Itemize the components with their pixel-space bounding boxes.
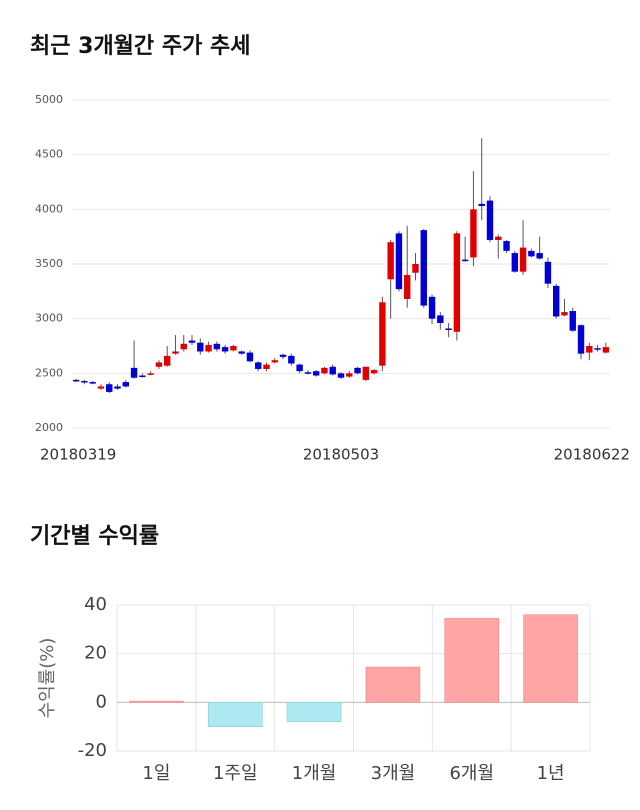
y-tick-label: 20 [84,643,107,664]
candle-body [72,379,80,382]
candle-body [495,236,502,240]
x-tick-label: 20180503 [303,446,379,464]
candle-body [486,200,494,240]
candle-body [172,351,179,354]
candle-body [437,315,444,324]
candle-body [296,364,303,372]
y-tick-label: 3000 [35,312,63,325]
y-tick-label: 2500 [35,366,63,379]
candle-body [428,296,436,319]
candle-body [139,375,146,378]
candle-body [197,342,204,352]
candle-body [81,380,88,383]
candle-body [461,259,469,262]
x-tick-label: 1일 [142,763,170,784]
candle-body [230,346,237,351]
candle-body [271,360,278,363]
candle-body [528,250,535,257]
candle-body [163,355,171,366]
candle-body [155,362,163,367]
bar [365,666,421,703]
candle-body [602,347,610,353]
y-tick-label: -20 [78,740,107,761]
x-tick-label: 3개월 [371,763,416,784]
candle-body [130,367,138,378]
x-tick-label: 6개월 [449,763,494,784]
candle-body [188,340,196,343]
candle-body [238,351,245,354]
y-tick-label: 0 [96,691,107,712]
y-tick-label: 5000 [35,93,63,106]
candle-body [288,355,295,364]
x-tick-label: 1개월 [292,763,337,784]
bar [523,614,578,703]
candle-body [263,364,270,369]
candle-body [279,354,287,357]
candle-body [412,264,419,273]
candle-body [89,382,96,384]
candle-body [106,384,113,392]
candle-body [404,274,411,299]
candle-body [577,325,585,354]
candle-body [586,346,593,353]
x-tick-label: 20180319 [40,446,116,464]
candle-body [395,233,403,290]
candle-body [478,203,485,207]
candle-body [147,373,154,375]
candle-body [180,343,187,350]
y-axis-label: 수익률(%) [37,638,58,719]
y-tick-label: 4500 [35,148,63,161]
candle-body [114,386,121,389]
candle-body [519,247,527,272]
candle-body [553,285,560,317]
bar [207,702,263,727]
candle-body [362,366,370,380]
x-tick-label: 1년 [537,763,565,784]
candle-body [503,241,510,251]
candle-body [420,230,427,306]
candle-body [544,261,552,284]
candle-body [337,373,345,378]
candle-body [536,253,543,259]
candle-body [354,367,361,374]
candle-body [370,370,378,374]
candle-body [594,348,601,350]
candle-body [379,302,386,366]
bar [444,618,500,703]
candle-body [312,371,320,376]
candle-body [246,352,254,362]
y-tick-label: 3500 [35,257,63,270]
y-tick-label: 2000 [35,421,63,434]
candle-body [255,362,262,369]
y-tick-label: 40 [84,594,107,615]
candle-body [511,253,519,272]
candle-body [329,366,336,375]
bar [129,700,184,703]
candle-body [453,233,461,332]
chart-title: 최근 3개월간 주가 추세 [30,34,250,59]
candle-body [569,311,576,331]
candle-body [221,347,229,352]
candle-body [321,367,328,374]
chart-title: 기간별 수익률 [30,524,159,549]
bar [286,702,342,723]
y-tick-label: 4000 [35,202,63,215]
candle-body [304,372,312,374]
candle-body [97,386,105,389]
candle-body [122,382,129,387]
candle-body [470,209,477,258]
candle-body [205,344,212,352]
x-tick-label: 20180622 [554,446,630,464]
x-tick-label: 1주일 [213,763,258,784]
candle-body [213,343,221,350]
candle-body [387,242,394,280]
candle-body [561,312,568,316]
candle-body [346,373,353,377]
candle-body [445,328,452,331]
